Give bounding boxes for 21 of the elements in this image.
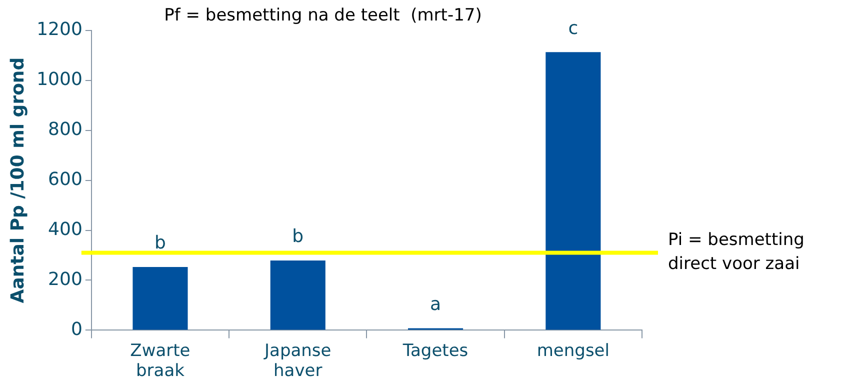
y-tick-label: 1200 [36,19,82,40]
y-tick-label: 1000 [36,69,82,90]
annotation: b [154,232,166,254]
annotation: a [430,294,442,315]
y-tick-label: 0 [70,318,82,340]
x-tick-label: Zwarte braak [130,340,190,382]
y-tick-label: 600 [48,168,82,190]
x-tick-label: Japanse haver [264,340,332,382]
chart-title: Pf = besmetting na de teelt (mrt-17) [164,6,482,26]
y-tick-label: 400 [48,218,82,240]
bar [546,52,601,330]
annotation: b [292,226,304,248]
ref-line-label: Pi = besmetting direct voor zaai [668,230,804,274]
annotation: c [568,18,578,39]
x-tick-label: Tagetes [402,340,468,361]
y-tick-label: 200 [48,268,82,290]
bar [270,260,326,330]
y-axis-title: Aantal Pp /100 ml grond [7,57,28,304]
x-tick-label: mengsel [536,340,610,361]
y-tick-label: 800 [48,119,82,140]
bar [132,266,188,330]
